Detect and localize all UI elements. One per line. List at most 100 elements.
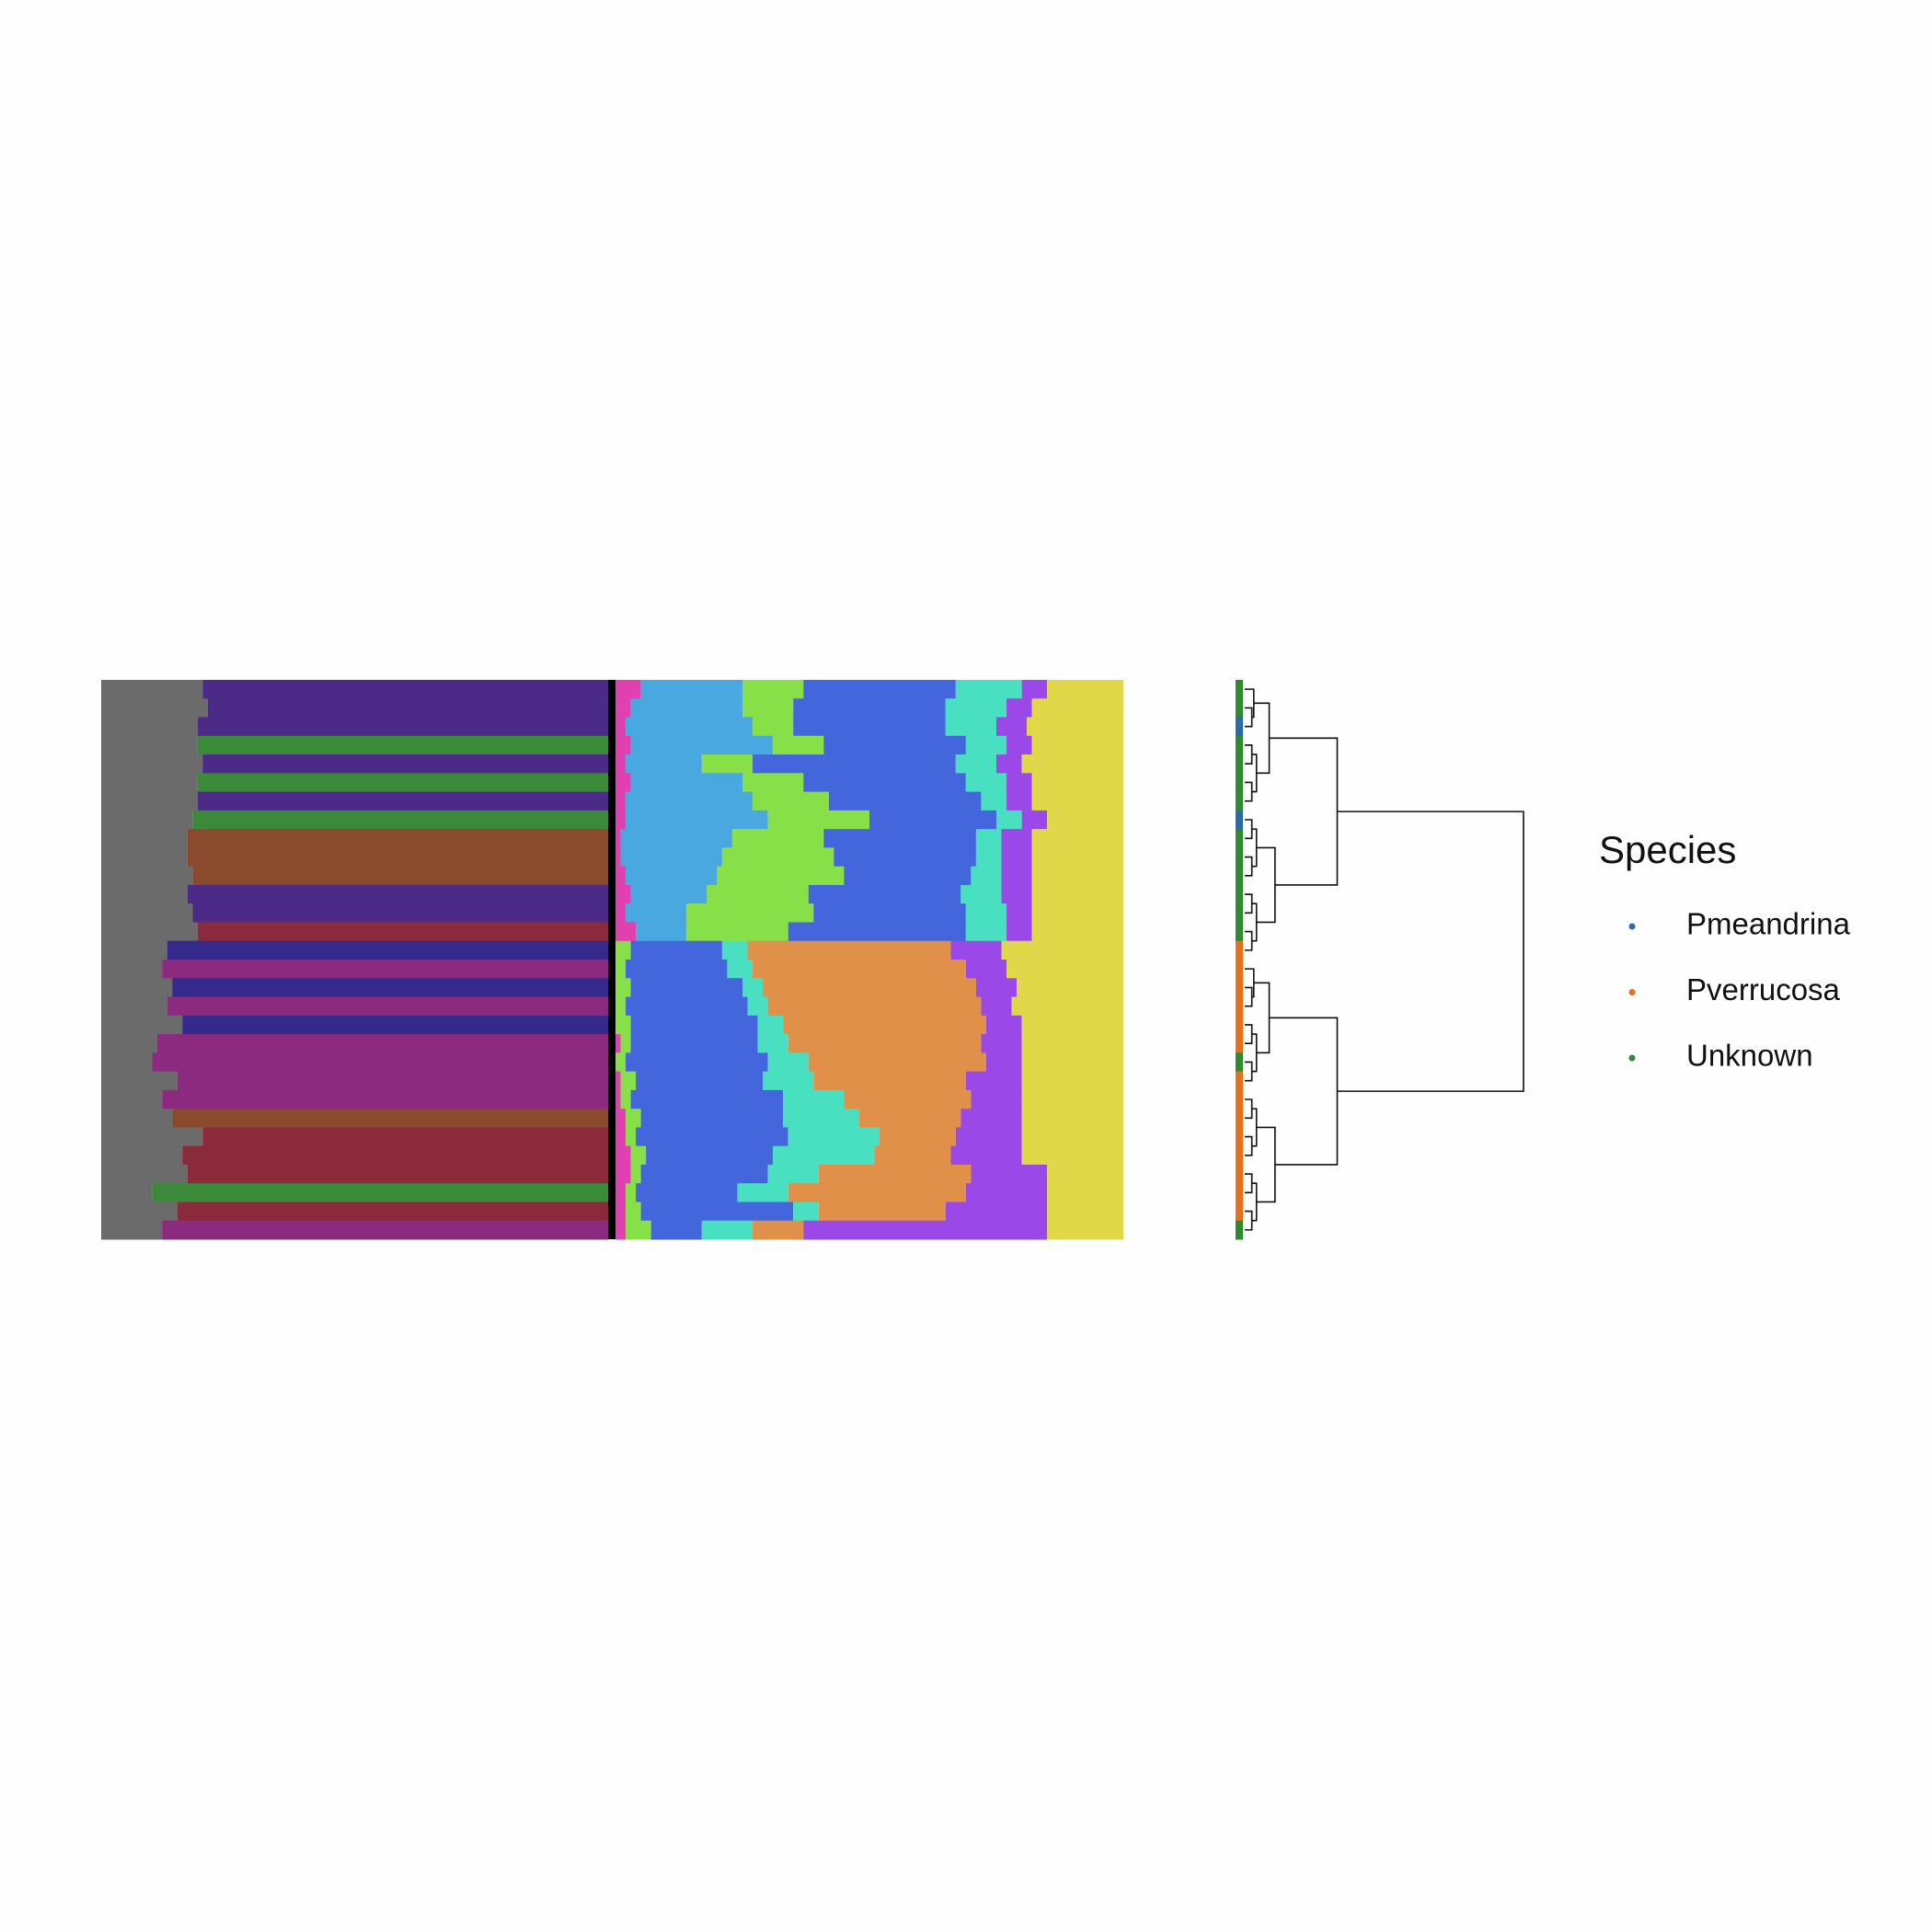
- bar-segment: [626, 754, 702, 774]
- bar-segment: [167, 940, 608, 960]
- bar-segment: [1047, 680, 1123, 699]
- bar-segment: [727, 960, 753, 979]
- legend-dot: [1628, 989, 1636, 995]
- bar-segment: [177, 1202, 608, 1222]
- bar-segment: [615, 735, 631, 755]
- bar-segment: [197, 717, 608, 737]
- species-tip: [1236, 866, 1243, 886]
- species-tip: [1236, 996, 1243, 1017]
- bar-segment: [753, 754, 956, 774]
- bar-segment: [162, 1220, 608, 1240]
- bar-segment: [1031, 903, 1123, 923]
- bar-segment: [788, 1034, 982, 1053]
- bar-segment: [1006, 773, 1032, 793]
- bar-segment: [630, 978, 742, 998]
- bar-segment: [1001, 847, 1032, 868]
- branch: [1245, 930, 1253, 951]
- bar-segment: [626, 810, 768, 830]
- bar-segment: [828, 791, 982, 811]
- bar-segment: [1006, 735, 1032, 755]
- bar-segment: [731, 829, 824, 848]
- bar-segment: [767, 1164, 819, 1184]
- branch: [1256, 846, 1276, 924]
- bar-segment: [626, 791, 753, 811]
- bar-segment: [207, 698, 608, 719]
- bar-segment: [101, 847, 188, 868]
- species-tip: [1236, 1015, 1243, 1035]
- bar-segment: [1006, 698, 1032, 719]
- bar-segment: [742, 773, 804, 793]
- bar-segment: [197, 791, 608, 811]
- bar-segment: [626, 960, 728, 979]
- branch: [1245, 1210, 1253, 1231]
- dendrogram: [1245, 688, 1524, 1231]
- species-tip: [1236, 940, 1243, 960]
- bar-segment: [101, 940, 167, 960]
- species-tip: [1236, 1109, 1243, 1128]
- bar-segment: [630, 1145, 647, 1166]
- bar-segment: [615, 680, 641, 699]
- bar-segment: [167, 996, 608, 1017]
- bar-segment: [101, 1089, 163, 1110]
- bar-segment: [1001, 829, 1032, 848]
- bar-segment: [197, 922, 608, 942]
- bar-segment: [1017, 978, 1123, 998]
- bar-segment: [1006, 791, 1032, 811]
- bar-segment: [192, 810, 608, 830]
- bar-segment: [996, 810, 1022, 830]
- species-tip: [1236, 922, 1243, 942]
- bar-segment: [636, 922, 687, 942]
- bar-segment: [793, 717, 946, 737]
- bar-segment: [101, 791, 198, 811]
- bar-segment: [783, 1015, 986, 1035]
- bar-segment: [742, 698, 794, 719]
- bar-segment: [626, 1109, 641, 1128]
- bar-segment: [753, 1220, 804, 1240]
- species-tip: [1236, 680, 1243, 699]
- bar-segment: [187, 884, 609, 904]
- legend-label: Pmeandrina: [1686, 907, 1851, 941]
- bar-segment: [965, 773, 1007, 793]
- bar-segment: [803, 680, 956, 699]
- bar-segment: [1021, 1071, 1123, 1091]
- bar-segment: [1021, 680, 1048, 699]
- bar-segment: [788, 1127, 880, 1147]
- bar-segment: [960, 884, 1002, 904]
- branch: [1245, 1173, 1253, 1194]
- bar-segment: [101, 1034, 157, 1053]
- bar-segment: [101, 735, 198, 755]
- bar-segment: [172, 1109, 608, 1128]
- bar-segment: [985, 1052, 1022, 1073]
- branch: [1245, 856, 1253, 877]
- bar-segment: [996, 754, 1022, 774]
- species-tip: [1236, 735, 1243, 755]
- bar-segment: [197, 773, 608, 793]
- bar-segment: [620, 1089, 631, 1110]
- bar-segment: [975, 829, 1002, 848]
- bar-segment: [615, 978, 631, 998]
- bar-segment: [753, 960, 966, 979]
- bar-segment: [615, 866, 627, 886]
- bar-segment: [101, 1164, 188, 1184]
- bar-segment: [615, 1089, 621, 1110]
- bar-segment: [945, 717, 996, 737]
- bar-segment: [101, 922, 198, 942]
- bar-segment: [101, 1071, 178, 1091]
- bar-segment: [620, 1071, 637, 1091]
- bar-segment: [615, 698, 631, 719]
- bar-segment: [793, 1202, 819, 1222]
- bar-segment: [615, 829, 621, 848]
- bar-segment: [1027, 717, 1123, 737]
- bar-segment: [965, 960, 1007, 979]
- bar-segment: [187, 847, 609, 868]
- bar-segment: [615, 717, 627, 737]
- bar-segment: [834, 847, 976, 868]
- bar-segment: [626, 996, 748, 1017]
- bar-segment: [101, 1183, 153, 1202]
- bar-segment: [192, 903, 608, 923]
- bar-segment: [767, 996, 982, 1017]
- bar-segment: [630, 1015, 758, 1035]
- bar-segment: [101, 829, 188, 848]
- bar-segment: [1047, 1164, 1123, 1184]
- legend-dot: [1628, 1054, 1636, 1062]
